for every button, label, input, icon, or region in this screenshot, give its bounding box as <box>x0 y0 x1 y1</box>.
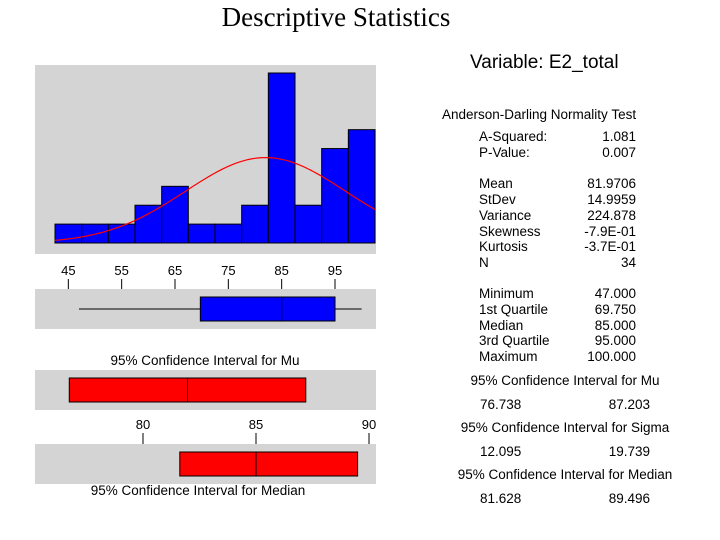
graphs-panel: 45 55 65 75 85 95 95% Confidence Interval for… <box>33 63 393 513</box>
stat-value: 34 <box>620 255 636 270</box>
stat-row: A-Squared: 1.081 <box>479 129 636 145</box>
stat-label: Variance <box>479 208 532 223</box>
normal-curve <box>54 156 376 241</box>
stat-row: StDev 14.9959 <box>479 192 636 208</box>
stat-row: Minimum 47.000 <box>479 286 636 302</box>
stat-value: 100.000 <box>587 349 636 364</box>
stat-row: 1st Quartile 69.750 <box>479 302 636 318</box>
stat-value: -3.7E-01 <box>584 239 636 254</box>
graphs-svg: 45 55 65 75 85 95 95% Confidence Interval for… <box>35 65 376 498</box>
histogram-bar <box>214 223 243 244</box>
histogram-bars <box>54 72 376 244</box>
ci-high: 19.739 <box>608 444 650 459</box>
ci-bar <box>179 451 359 477</box>
x-tick-label: 45 <box>61 263 75 278</box>
boxplot-box <box>199 296 336 322</box>
ci-median-label: 95% Confidence Interval for Median <box>91 483 306 498</box>
stat-value: 0.007 <box>602 145 636 160</box>
stat-row: Variance 224.878 <box>479 208 636 224</box>
histogram-bar <box>294 204 323 244</box>
ci-median-heading: 95% Confidence Interval for Median <box>457 467 673 482</box>
stat-label: StDev <box>479 192 516 207</box>
stat-label: Median <box>479 318 524 333</box>
stat-value: 47.000 <box>594 286 636 301</box>
stat-label: 3rd Quartile <box>479 333 550 348</box>
stat-label: A-Squared: <box>479 129 548 144</box>
histogram-bar <box>321 148 349 244</box>
stat-row: N 34 <box>479 255 636 271</box>
normality-heading: Anderson-Darling Normality Test <box>442 107 637 122</box>
stat-label: Kurtosis <box>479 239 528 254</box>
histogram-x-ticks: 45 55 65 75 85 95 <box>61 263 342 289</box>
ci-median-values: 81.628 89.496 <box>480 491 650 507</box>
stat-row: Skewness -7.9E-01 <box>479 224 636 240</box>
ci-mu-label: 95% Confidence Interval for Mu <box>110 353 299 368</box>
x-tick-label: 65 <box>168 263 182 278</box>
ci-low: 12.095 <box>480 444 522 459</box>
stat-value: -7.9E-01 <box>584 224 636 239</box>
x-tick-label: 75 <box>221 263 235 278</box>
stat-label: 1st Quartile <box>479 302 549 317</box>
stat-label: Skewness <box>479 224 541 239</box>
stat-label: Maximum <box>479 349 538 364</box>
stats-panel: Variable: E2_total Anderson-Darling Norm… <box>420 50 710 520</box>
histogram-bar <box>241 204 269 244</box>
page-title: Descriptive Statistics <box>221 2 451 32</box>
ci-sigma-heading: 95% Confidence Interval for Sigma <box>460 420 670 435</box>
stat-row: P-Value: 0.007 <box>479 145 636 161</box>
stat-row: Kurtosis -3.7E-01 <box>479 239 636 255</box>
ci-x-ticks: 80 85 90 <box>136 417 376 444</box>
stat-row: Mean 81.9706 <box>479 176 636 192</box>
ci-tick-label: 85 <box>249 417 263 432</box>
ci-mu-values: 76.738 87.203 <box>480 397 650 413</box>
variable-title: Variable: E2_total <box>470 52 619 73</box>
ci-tick-label: 90 <box>362 417 376 432</box>
ci-sigma-values: 12.095 19.739 <box>480 444 650 460</box>
boxplot <box>79 296 362 322</box>
ci-high: 87.203 <box>608 397 650 412</box>
stat-label: Minimum <box>479 286 534 301</box>
histogram-bar <box>187 223 216 244</box>
x-tick-label: 55 <box>114 263 128 278</box>
ci-high: 89.496 <box>608 491 650 506</box>
histogram-bar <box>81 223 109 244</box>
stat-value: 81.9706 <box>587 176 636 191</box>
stat-value: 85.000 <box>594 318 636 333</box>
ci-low: 76.738 <box>480 397 522 412</box>
ci-mu-heading: 95% Confidence Interval for Mu <box>470 373 660 388</box>
stat-row: Maximum 100.000 <box>479 349 636 365</box>
ci-low: 81.628 <box>480 491 522 506</box>
stat-value: 14.9959 <box>587 192 636 207</box>
x-tick-label: 95 <box>328 263 342 278</box>
stat-value: 69.750 <box>594 302 636 317</box>
ci-tick-label: 80 <box>136 417 150 432</box>
stat-value: 224.878 <box>587 208 636 223</box>
ci-mu-interval <box>68 377 307 403</box>
histogram-bar <box>134 204 163 244</box>
histogram-bar <box>347 129 376 244</box>
stat-value: 1.081 <box>602 129 636 144</box>
ci-median-interval <box>179 451 359 477</box>
stat-label: Mean <box>479 176 513 191</box>
histogram-bar <box>107 223 136 244</box>
histogram-bar <box>161 185 189 244</box>
stat-label: N <box>479 255 489 270</box>
stat-row: 3rd Quartile 95.000 <box>479 333 636 349</box>
stat-row: Median 85.000 <box>479 318 636 334</box>
x-tick-label: 85 <box>274 263 288 278</box>
stat-label: P-Value: <box>479 145 530 160</box>
stat-value: 95.000 <box>594 333 636 348</box>
